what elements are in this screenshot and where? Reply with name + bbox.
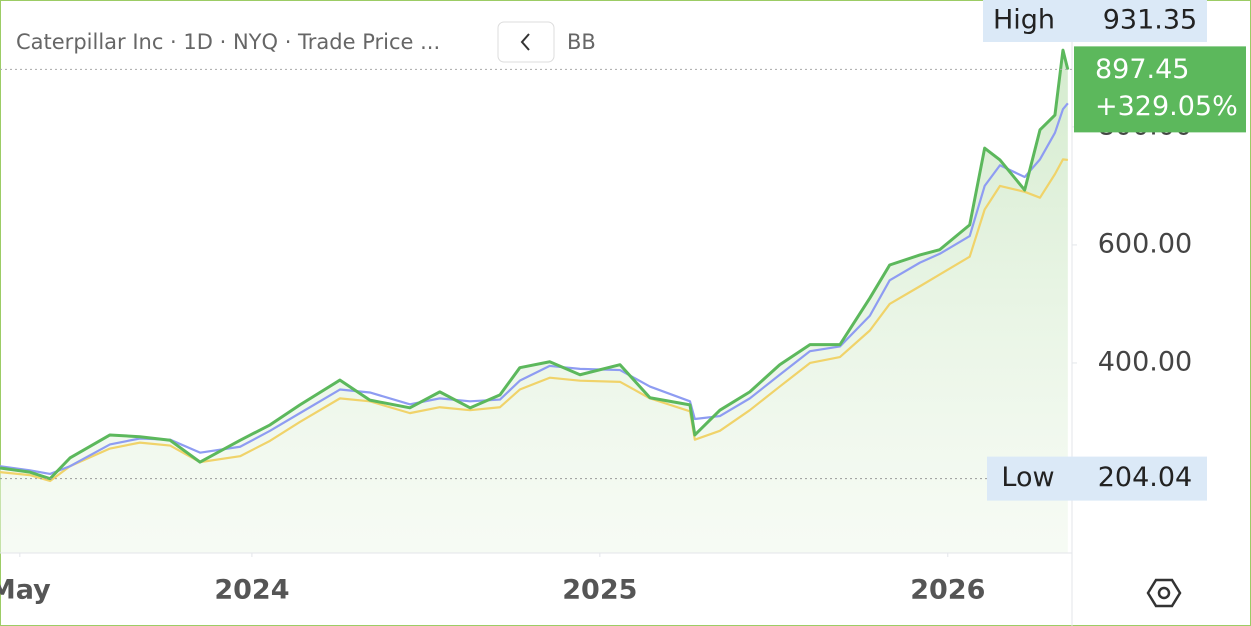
low-box — [987, 456, 1207, 501]
back-button[interactable] — [497, 21, 555, 63]
band-line — [0, 102, 1069, 476]
high-value: 931.35 — [1103, 5, 1197, 36]
x-tick-label: May — [0, 575, 51, 606]
settings-button[interactable] — [1146, 578, 1182, 608]
last-value: 897.45 — [1095, 54, 1189, 85]
last-box — [1074, 46, 1246, 133]
x-tick-label: 2025 — [562, 575, 637, 606]
low-label: Low — [1001, 462, 1054, 493]
back-icon — [520, 33, 530, 51]
price-line — [0, 48, 1070, 481]
y-tick-label: 400.00 — [1098, 346, 1192, 377]
indicator-label: BB — [567, 30, 596, 54]
settings-icon-center — [1157, 586, 1171, 600]
settings-icon — [1146, 578, 1182, 608]
y-tick-label: 600.00 — [1098, 228, 1192, 259]
low-value: 204.04 — [1098, 462, 1192, 493]
high-box — [983, 0, 1207, 42]
high-label: High — [993, 5, 1055, 36]
x-tick-label: 2026 — [910, 575, 985, 606]
x-tick-label: 2024 — [214, 575, 289, 606]
last-change: +329.05% — [1095, 91, 1238, 122]
chart-title: Caterpillar Inc · 1D · NYQ · Trade Price… — [16, 30, 440, 54]
